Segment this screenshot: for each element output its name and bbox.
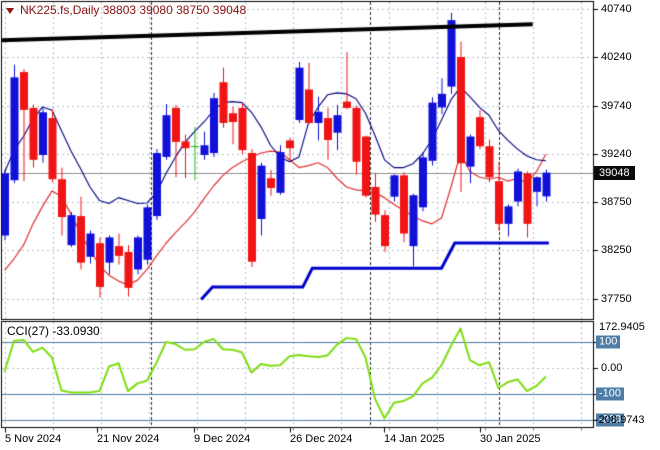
chart-canvas[interactable] bbox=[0, 0, 660, 450]
trading-platform-window: NK225.fs,Daily 38803 39080 38750 39048 4… bbox=[0, 0, 660, 450]
